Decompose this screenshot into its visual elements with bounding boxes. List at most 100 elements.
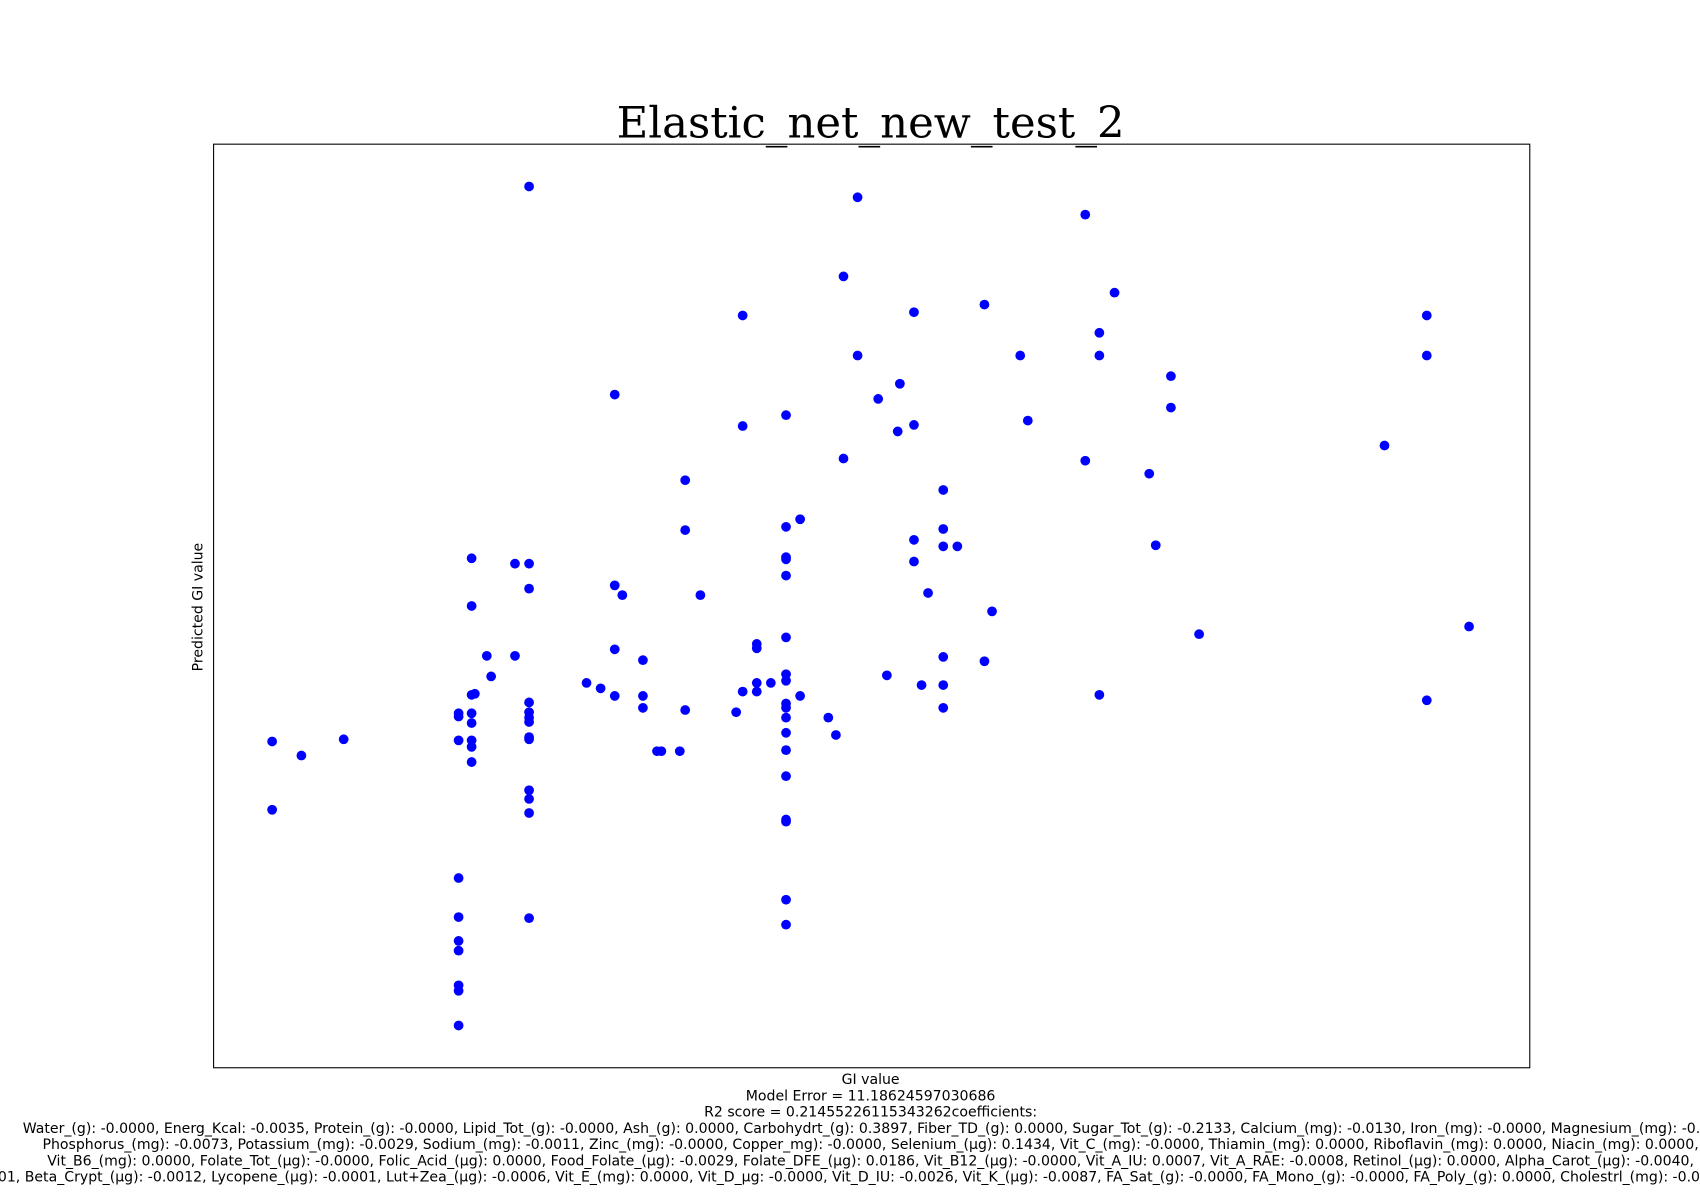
data-point xyxy=(1166,402,1176,413)
data-point xyxy=(524,558,534,569)
data-point xyxy=(453,873,464,883)
data-point xyxy=(1094,350,1105,361)
data-point xyxy=(453,985,464,996)
data-point xyxy=(781,570,791,581)
data-point xyxy=(296,750,307,761)
data-point xyxy=(609,691,620,701)
data-point xyxy=(338,734,349,745)
data-point xyxy=(892,426,903,437)
data-point xyxy=(938,652,949,662)
data-point xyxy=(609,389,620,400)
data-point xyxy=(1464,621,1474,632)
note-line: Vit_B6_(mg): 0.0000, Folate_Tot_(µg): -0… xyxy=(47,1153,1694,1169)
data-point xyxy=(909,420,919,430)
data-point xyxy=(781,919,791,930)
data-point xyxy=(510,650,520,661)
data-point xyxy=(781,745,791,756)
data-point xyxy=(595,683,606,694)
data-point xyxy=(731,707,742,718)
data-point xyxy=(453,1020,464,1031)
data-point xyxy=(781,712,791,723)
data-point xyxy=(923,588,933,598)
data-point xyxy=(751,678,762,688)
data-point xyxy=(1080,209,1091,220)
data-point xyxy=(453,936,464,946)
data-point xyxy=(466,601,477,611)
data-point xyxy=(781,632,791,643)
data-point xyxy=(737,421,748,431)
data-point xyxy=(1094,327,1105,338)
note-line: R2 score = 0.21455226115343262coefficien… xyxy=(704,1105,1037,1121)
data-point xyxy=(453,912,464,922)
note-line: .0001, Beta_Crypt_(µg): -0.0012, Lycopen… xyxy=(0,1170,1700,1186)
data-point xyxy=(466,742,477,752)
data-point xyxy=(781,894,791,905)
data-point xyxy=(267,804,278,815)
note-line: Phosphorus_(mg): -0.0073, Potassium_(mg)… xyxy=(43,1137,1699,1153)
data-point xyxy=(453,945,464,956)
data-point xyxy=(609,644,620,655)
data-point xyxy=(1109,287,1120,298)
data-point xyxy=(656,746,667,757)
data-point xyxy=(695,590,706,600)
data-point xyxy=(894,378,905,389)
data-point xyxy=(987,606,997,617)
data-point xyxy=(795,514,806,525)
data-point xyxy=(838,271,849,282)
data-point xyxy=(581,678,592,688)
data-point xyxy=(466,708,477,719)
data-point xyxy=(466,718,477,728)
data-point xyxy=(938,485,949,495)
data-point xyxy=(781,675,791,686)
data-point xyxy=(979,299,990,310)
data-point xyxy=(952,541,963,552)
data-point xyxy=(466,757,477,767)
data-point xyxy=(751,643,762,654)
data-point xyxy=(1421,695,1432,706)
data-point xyxy=(781,816,791,827)
data-point xyxy=(1015,350,1026,361)
data-point xyxy=(938,680,949,690)
data-point xyxy=(781,727,791,738)
data-point xyxy=(909,307,919,318)
note-line: Water_(g): -0.0000, Energ_Kcal: -0.0035,… xyxy=(23,1121,1700,1137)
data-point xyxy=(909,556,919,567)
data-point xyxy=(680,705,691,715)
data-point xyxy=(453,711,464,722)
data-point xyxy=(938,524,949,534)
data-point xyxy=(617,590,628,600)
data-point xyxy=(852,350,863,361)
data-point xyxy=(638,691,648,701)
data-point xyxy=(453,735,464,746)
data-point xyxy=(781,702,791,713)
data-point xyxy=(737,310,748,321)
data-point xyxy=(795,691,806,701)
data-point xyxy=(524,785,534,796)
data-point xyxy=(979,656,990,667)
data-point xyxy=(638,702,648,713)
data-point xyxy=(524,697,534,708)
data-point xyxy=(481,650,492,661)
data-point xyxy=(781,554,791,565)
data-point xyxy=(938,541,949,552)
data-point xyxy=(751,686,762,697)
data-point xyxy=(909,534,919,545)
data-point xyxy=(765,678,776,688)
data-point xyxy=(638,655,648,666)
data-point xyxy=(1166,371,1176,382)
data-point xyxy=(680,525,691,535)
data-point xyxy=(524,808,534,818)
data-point xyxy=(524,913,534,924)
data-point xyxy=(510,558,520,569)
data-point xyxy=(1194,629,1204,640)
data-point xyxy=(466,689,477,700)
data-point xyxy=(838,453,849,464)
x-axis-label: GI value xyxy=(842,1072,900,1088)
y-axis-label: Predicted GI value xyxy=(191,543,207,672)
data-point xyxy=(831,730,841,740)
chart-title: Elastic_net_new_test_2 xyxy=(617,99,1125,149)
plot-frame xyxy=(213,143,1531,1069)
data-point xyxy=(524,583,534,594)
